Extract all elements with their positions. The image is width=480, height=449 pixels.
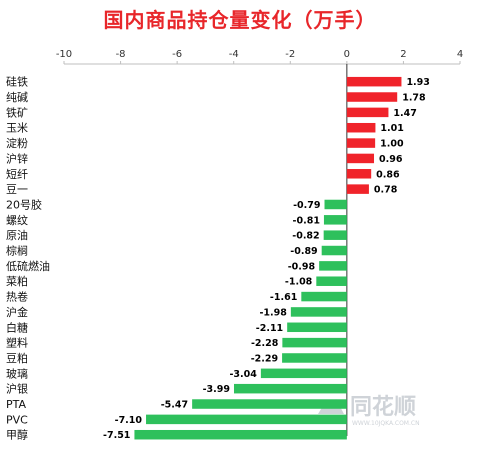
data-label: -2.11 bbox=[256, 323, 283, 334]
data-label: -0.89 bbox=[290, 246, 317, 257]
bar bbox=[321, 245, 347, 256]
data-label: 0.96 bbox=[379, 154, 403, 165]
x-tick-label: -8 bbox=[116, 49, 126, 60]
category-label: 甲醇 bbox=[6, 428, 28, 442]
chart-title: 国内商品持仓量变化（万手） bbox=[103, 8, 377, 32]
bar bbox=[134, 429, 347, 440]
data-label: 1.93 bbox=[406, 77, 429, 88]
bar bbox=[346, 76, 402, 87]
bar bbox=[346, 153, 375, 164]
data-label: -2.29 bbox=[251, 353, 278, 364]
bar bbox=[319, 261, 347, 271]
category-label: 玻璃 bbox=[6, 366, 28, 380]
data-label: -0.82 bbox=[292, 231, 319, 242]
watermark-logo-text: 同花顺 bbox=[350, 394, 416, 420]
category-label: 沪银 bbox=[6, 382, 28, 396]
x-tick-label: 2 bbox=[400, 49, 406, 60]
data-label: -0.98 bbox=[288, 261, 316, 272]
category-label: PTA bbox=[6, 398, 26, 411]
data-label: 0.78 bbox=[374, 185, 398, 196]
category-label: 螺纹 bbox=[6, 213, 28, 227]
watermark: 同花顺 WWW.10JQKA.COM.CN bbox=[318, 394, 420, 427]
category-label: 20号胶 bbox=[6, 197, 42, 211]
category-label: PVC bbox=[6, 413, 28, 426]
data-label: 1.78 bbox=[402, 93, 426, 104]
category-label: 硅铁 bbox=[6, 76, 28, 89]
bar bbox=[282, 337, 347, 348]
data-label: -1.61 bbox=[270, 292, 297, 303]
x-tick-label: 0 bbox=[344, 49, 350, 60]
category-label: 沪锌 bbox=[6, 151, 28, 165]
data-label: -0.81 bbox=[293, 215, 320, 226]
category-label: 菜粕 bbox=[6, 274, 28, 288]
data-label: -3.99 bbox=[203, 384, 230, 395]
x-tick-label: -2 bbox=[285, 49, 295, 60]
bar bbox=[192, 399, 347, 409]
data-label: -2.28 bbox=[251, 338, 279, 349]
bar bbox=[316, 276, 347, 286]
category-label: 原油 bbox=[6, 228, 28, 242]
category-label: 铁矿 bbox=[6, 106, 28, 119]
bar bbox=[282, 353, 347, 363]
category-label: 玉米 bbox=[6, 122, 28, 135]
data-label: -5.47 bbox=[161, 400, 188, 411]
category-label: 短纤 bbox=[6, 167, 28, 181]
data-label: -1.08 bbox=[285, 277, 313, 288]
category-label: 沪金 bbox=[6, 305, 28, 319]
category-label: 低硫燃油 bbox=[6, 259, 50, 273]
x-tick-label: 4 bbox=[457, 49, 463, 60]
bar bbox=[346, 138, 376, 148]
bar bbox=[346, 169, 372, 179]
bar bbox=[323, 230, 347, 240]
category-label: 塑料 bbox=[6, 336, 28, 350]
data-label: -7.10 bbox=[115, 415, 143, 426]
bar bbox=[346, 122, 376, 133]
bar bbox=[346, 107, 389, 118]
bar bbox=[146, 414, 347, 425]
category-label: 棕榈 bbox=[6, 244, 28, 258]
category-label: 纯碱 bbox=[6, 91, 28, 104]
bars: 硅铁 1.93 纯碱 1.78 铁矿 1.47 玉米 1.01 淀粉 1.00 沪锌 0.96 短纤 0.… bbox=[6, 76, 430, 442]
bar bbox=[324, 199, 347, 210]
bar bbox=[233, 383, 347, 394]
bar bbox=[346, 184, 369, 194]
data-label: 1.00 bbox=[380, 139, 404, 150]
bar bbox=[346, 92, 398, 102]
bar bbox=[260, 368, 347, 379]
x-tick-label: -6 bbox=[172, 49, 182, 60]
x-tick-label: -10 bbox=[56, 49, 72, 60]
x-tick-label: -4 bbox=[229, 49, 239, 60]
data-label: -0.79 bbox=[293, 200, 320, 211]
data-label: 0.86 bbox=[376, 169, 400, 180]
data-label: -1.98 bbox=[259, 307, 287, 318]
category-label: 豆一 bbox=[6, 183, 28, 196]
category-label: 热卷 bbox=[6, 290, 28, 304]
data-label: -3.04 bbox=[229, 369, 257, 380]
data-label: -7.51 bbox=[103, 430, 130, 441]
bar bbox=[287, 322, 347, 333]
watermark-url: WWW.10JQKA.COM.CN bbox=[352, 420, 420, 427]
category-label: 淀粉 bbox=[6, 136, 28, 150]
bar bbox=[323, 215, 347, 225]
data-label: 1.01 bbox=[380, 123, 403, 134]
category-label: 豆粕 bbox=[6, 351, 28, 365]
bar bbox=[290, 307, 347, 317]
data-label: 1.47 bbox=[393, 108, 416, 119]
bar bbox=[301, 291, 347, 302]
category-label: 白糖 bbox=[6, 320, 28, 334]
